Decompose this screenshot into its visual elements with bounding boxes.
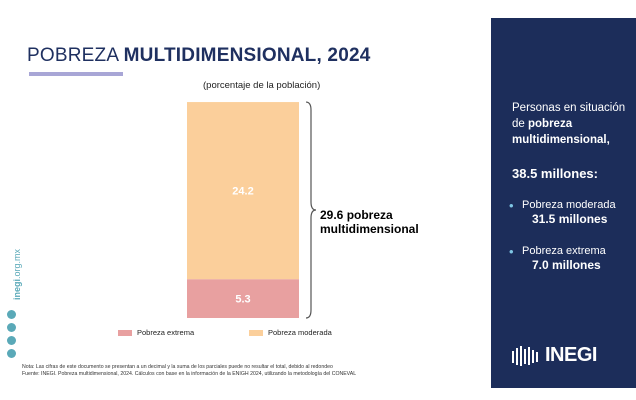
panel-item-value: 7.0 millones: [532, 258, 601, 272]
data-label-extrema: 5.3: [235, 294, 250, 306]
page-title: POBREZA MULTIDIMENSIONAL, 2024: [27, 45, 371, 67]
panel-item-label: Pobreza moderada: [522, 199, 616, 211]
source-line: Fuente: INEGI. Pobreza multidimensional,…: [22, 371, 357, 377]
bullet-icon: •: [509, 198, 514, 213]
bar-segment-moderada: [187, 102, 299, 280]
panel-intro: Personas en situación de pobreza multidi…: [512, 100, 632, 148]
social-icon-4[interactable]: [7, 349, 16, 358]
data-label-moderada: 24.2: [232, 186, 253, 198]
title-prefix: POBREZA: [27, 45, 124, 66]
panel-intro-a: Personas en situación de: [512, 102, 626, 130]
social-icon-3[interactable]: [7, 336, 16, 345]
legend-item-extrema: Pobreza extrema: [118, 328, 194, 337]
panel-item-label: Pobreza extrema: [522, 245, 606, 257]
total-label: 29.6 pobreza multidimensional: [320, 208, 419, 236]
title-bold: MULTIDIMENSIONAL, 2024: [123, 45, 371, 66]
bracket-icon: [305, 101, 317, 319]
legend-swatch-moderada: [249, 329, 263, 336]
social-icon-1[interactable]: [7, 310, 16, 319]
summary-panel: Personas en situación de pobreza multidi…: [491, 18, 636, 388]
panel-intro-b: pobreza multidimensional,: [512, 118, 610, 146]
bar-segment-extrema: [187, 279, 299, 318]
note-line: Nota: Las cifras de este documento se pr…: [22, 364, 333, 370]
website-text: inegi.org.mx: [12, 249, 22, 300]
legend-label-moderada: Pobreza moderada: [268, 328, 332, 337]
panel-total: 38.5 millones:: [512, 166, 598, 181]
title-underline: [29, 72, 123, 76]
legend-label-extrema: Pobreza extrema: [137, 328, 195, 337]
footnotes: Nota: Las cifras de este documento se pr…: [22, 364, 382, 378]
legend-item-moderada: Pobreza moderada: [249, 328, 332, 337]
social-icon-2[interactable]: [7, 323, 16, 332]
bullet-icon: •: [509, 244, 514, 259]
inegi-logo-text: INEGI: [545, 344, 597, 366]
inegi-logo-icon: [512, 345, 538, 366]
website-brand: inegi: [12, 278, 22, 300]
panel-item-value: 31.5 millones: [532, 212, 608, 226]
inegi-logo: INEGI: [511, 344, 597, 367]
website-domain: .org.mx: [12, 248, 22, 279]
legend-swatch-extrema: [118, 329, 132, 336]
chart-subtitle: (porcentaje de la población): [203, 80, 321, 91]
